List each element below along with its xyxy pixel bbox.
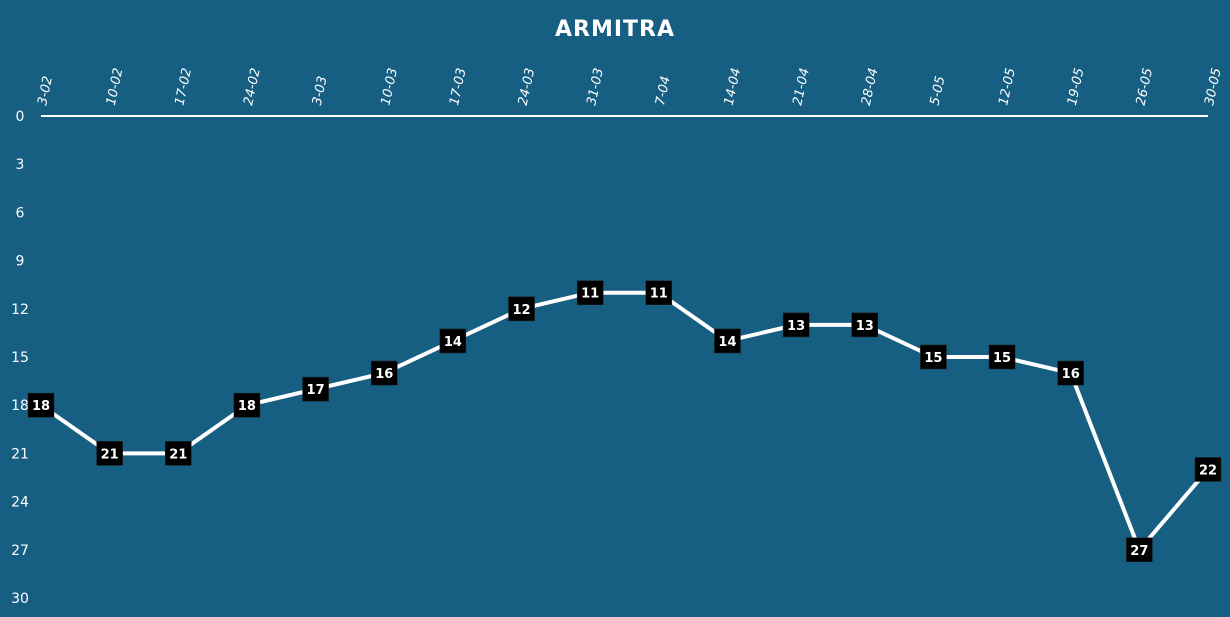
chart-title: ARMITRA bbox=[555, 17, 675, 42]
drop-lines bbox=[40, 116, 1209, 550]
data-point-marker bbox=[1194, 457, 1222, 482]
data-label-text: 14 bbox=[718, 335, 736, 350]
data-label-text: 15 bbox=[993, 351, 1011, 366]
y-tick-label: 18 bbox=[11, 398, 29, 414]
data-point-marker bbox=[370, 360, 398, 386]
x-tick-label: 24-02 bbox=[241, 67, 264, 107]
data-label-text: 11 bbox=[650, 287, 668, 302]
data-label: 21 bbox=[96, 441, 123, 466]
data-label-text: 18 bbox=[238, 399, 256, 414]
data-point-marker bbox=[439, 328, 467, 354]
data-label-text: 13 bbox=[856, 319, 874, 334]
x-tick-label: 26-05 bbox=[1134, 67, 1157, 107]
x-tick-label: 17-02 bbox=[173, 67, 196, 107]
y-tick-label: 9 bbox=[16, 254, 25, 270]
data-label: 17 bbox=[302, 376, 329, 402]
y-tick-label: 6 bbox=[16, 205, 25, 221]
data-label-text: 17 bbox=[307, 383, 325, 398]
data-label-text: 27 bbox=[1130, 544, 1148, 559]
data-label: 14 bbox=[714, 328, 741, 354]
data-label: 14 bbox=[439, 328, 467, 354]
x-tick-label: 10-02 bbox=[104, 67, 127, 107]
x-tick-label: 12-05 bbox=[996, 67, 1019, 107]
x-tick-label: 19-05 bbox=[1065, 67, 1088, 107]
data-label-text: 22 bbox=[1199, 463, 1217, 478]
y-tick-label: 21 bbox=[11, 446, 29, 462]
y-tick-label: 27 bbox=[11, 543, 29, 559]
data-point-marker bbox=[851, 312, 879, 338]
data-label: 18 bbox=[27, 392, 55, 418]
data-point-marker bbox=[302, 376, 329, 402]
x-tick-label: 5-05 bbox=[928, 75, 949, 107]
y-tick-label: 12 bbox=[11, 302, 29, 318]
data-label: 15 bbox=[920, 344, 947, 370]
x-tick-label: 3-03 bbox=[310, 75, 331, 107]
data-label: 22 bbox=[1194, 457, 1222, 482]
data-label-text: 16 bbox=[375, 367, 393, 382]
data-label: 13 bbox=[851, 312, 879, 338]
data-point-marker bbox=[645, 280, 673, 305]
data-label: 16 bbox=[370, 360, 398, 386]
x-tick-label: 31-03 bbox=[584, 67, 607, 107]
y-tick-labels: 0 3 6 9 12 15 18 21 24 27 30 bbox=[11, 109, 29, 607]
data-label: 13 bbox=[782, 312, 810, 338]
series-line bbox=[39, 290, 1210, 552]
data-point-marker bbox=[1126, 537, 1153, 563]
x-tick-label: 24-03 bbox=[516, 67, 539, 107]
data-point-marker bbox=[576, 280, 604, 305]
x-tick-label: 21-04 bbox=[790, 67, 813, 107]
x-tick-labels: 3-02 10-02 17-02 24-02 3-03 10-03 17-03 24-03 31… bbox=[35, 67, 1225, 107]
y-tick-label: 30 bbox=[11, 591, 29, 607]
data-label: 21 bbox=[165, 441, 192, 466]
y-tick-label: 0 bbox=[16, 109, 25, 125]
x-tick-label: 17-03 bbox=[447, 67, 470, 107]
data-label-text: 12 bbox=[512, 303, 530, 318]
y-tick-label: 24 bbox=[11, 495, 29, 511]
x-tick-label: 30-05 bbox=[1202, 67, 1225, 107]
data-point-marker bbox=[508, 296, 535, 322]
data-label-text: 21 bbox=[101, 447, 119, 462]
data-point-marker bbox=[27, 392, 55, 418]
y-tick-label: 15 bbox=[11, 350, 29, 366]
x-tick-label: 28-04 bbox=[859, 67, 882, 107]
data-label-text: 14 bbox=[444, 335, 462, 350]
data-label-text: 21 bbox=[169, 447, 187, 462]
data-point-marker bbox=[165, 441, 192, 466]
data-point-marker bbox=[1057, 360, 1084, 386]
data-label-text: 13 bbox=[787, 319, 805, 334]
data-label-text: 18 bbox=[32, 399, 50, 414]
data-label: 12 bbox=[508, 296, 535, 322]
data-labels: 18 21 21 18 17 16 14 12 11 11 14 13 13 15 15 16 27 22 bbox=[27, 280, 1222, 563]
data-point-marker bbox=[96, 441, 123, 466]
data-label: 15 bbox=[988, 344, 1016, 370]
data-label-text: 15 bbox=[924, 351, 942, 366]
data-point-marker bbox=[782, 312, 810, 338]
data-point-marker bbox=[233, 392, 261, 418]
data-label: 27 bbox=[1126, 537, 1153, 563]
x-tick-label: 10-03 bbox=[378, 67, 401, 107]
data-label-text: 11 bbox=[581, 287, 599, 302]
data-point-marker bbox=[714, 328, 741, 354]
data-label-text: 16 bbox=[1062, 367, 1080, 382]
y-tick-label: 3 bbox=[16, 157, 25, 173]
data-point-marker bbox=[920, 344, 947, 370]
data-point-marker bbox=[988, 344, 1016, 370]
data-label: 18 bbox=[233, 392, 261, 418]
x-tick-label: 7-04 bbox=[653, 75, 674, 107]
data-label: 11 bbox=[645, 280, 673, 305]
x-tick-label: 3-02 bbox=[35, 75, 56, 107]
x-tick-label: 14-04 bbox=[722, 67, 745, 107]
data-label: 11 bbox=[576, 280, 604, 305]
data-label: 16 bbox=[1057, 360, 1084, 386]
